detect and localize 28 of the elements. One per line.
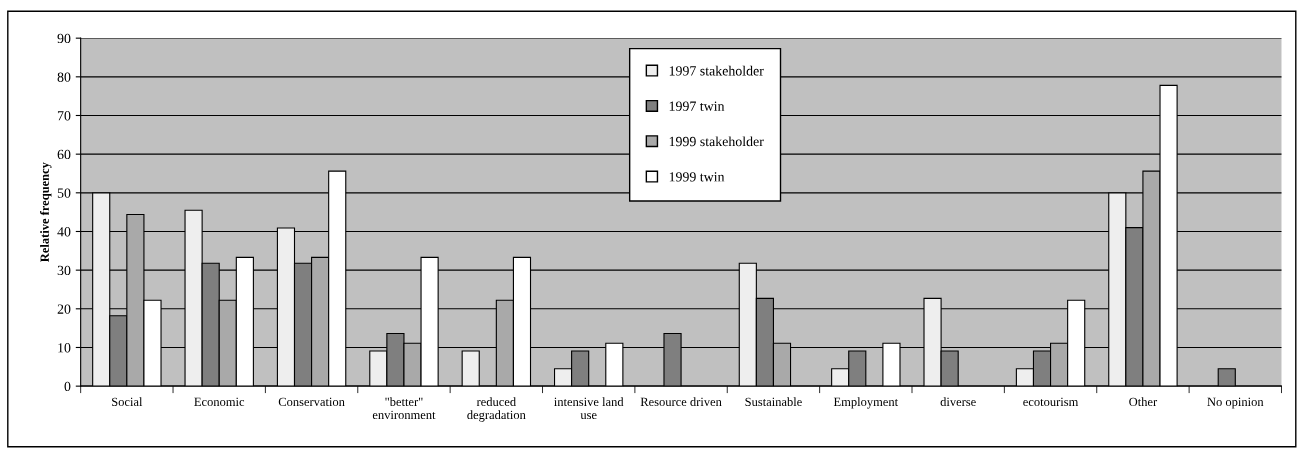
x-tick-label: intensive land use <box>554 397 624 420</box>
legend-label: 1999 stakeholder <box>669 136 764 147</box>
x-tick-label: reduced degradation <box>467 397 526 422</box>
legend-label: 1997 stakeholder <box>669 65 764 76</box>
y-tick-label: 30 <box>57 265 71 276</box>
x-tick-label: diverse <box>940 397 976 407</box>
x-tick-label: Conservation <box>278 397 345 407</box>
y-tick-label: 0 <box>64 381 71 392</box>
y-tick-label: 10 <box>58 343 71 353</box>
y-axis-title: Relative frequency <box>40 162 52 262</box>
x-tick-label: Other <box>1129 397 1158 407</box>
x-tick-label: Employment <box>833 397 899 409</box>
x-tick-label: ecotourism <box>1023 397 1079 407</box>
x-tick-label: Social <box>112 397 143 407</box>
y-tick-label: 50 <box>57 188 71 198</box>
y-tick-label: 20 <box>57 304 71 314</box>
y-tick-label: 40 <box>57 227 71 237</box>
x-tick-label: Economic <box>194 397 245 407</box>
x-tick-label: Resource driven <box>640 397 722 407</box>
y-tick-label: 80 <box>57 72 71 82</box>
y-tick-label: 90 <box>57 33 71 44</box>
y-tick-label: 70 <box>57 111 71 121</box>
x-tick-label: Sustainable <box>745 397 802 407</box>
y-tick-label: 60 <box>57 149 71 160</box>
x-tick-label: No opinion <box>1207 397 1264 409</box>
legend-label: 1999 twin <box>669 172 725 182</box>
x-tick-label: "better" environment <box>372 397 436 420</box>
legend-label: 1997 twin <box>669 101 725 111</box>
